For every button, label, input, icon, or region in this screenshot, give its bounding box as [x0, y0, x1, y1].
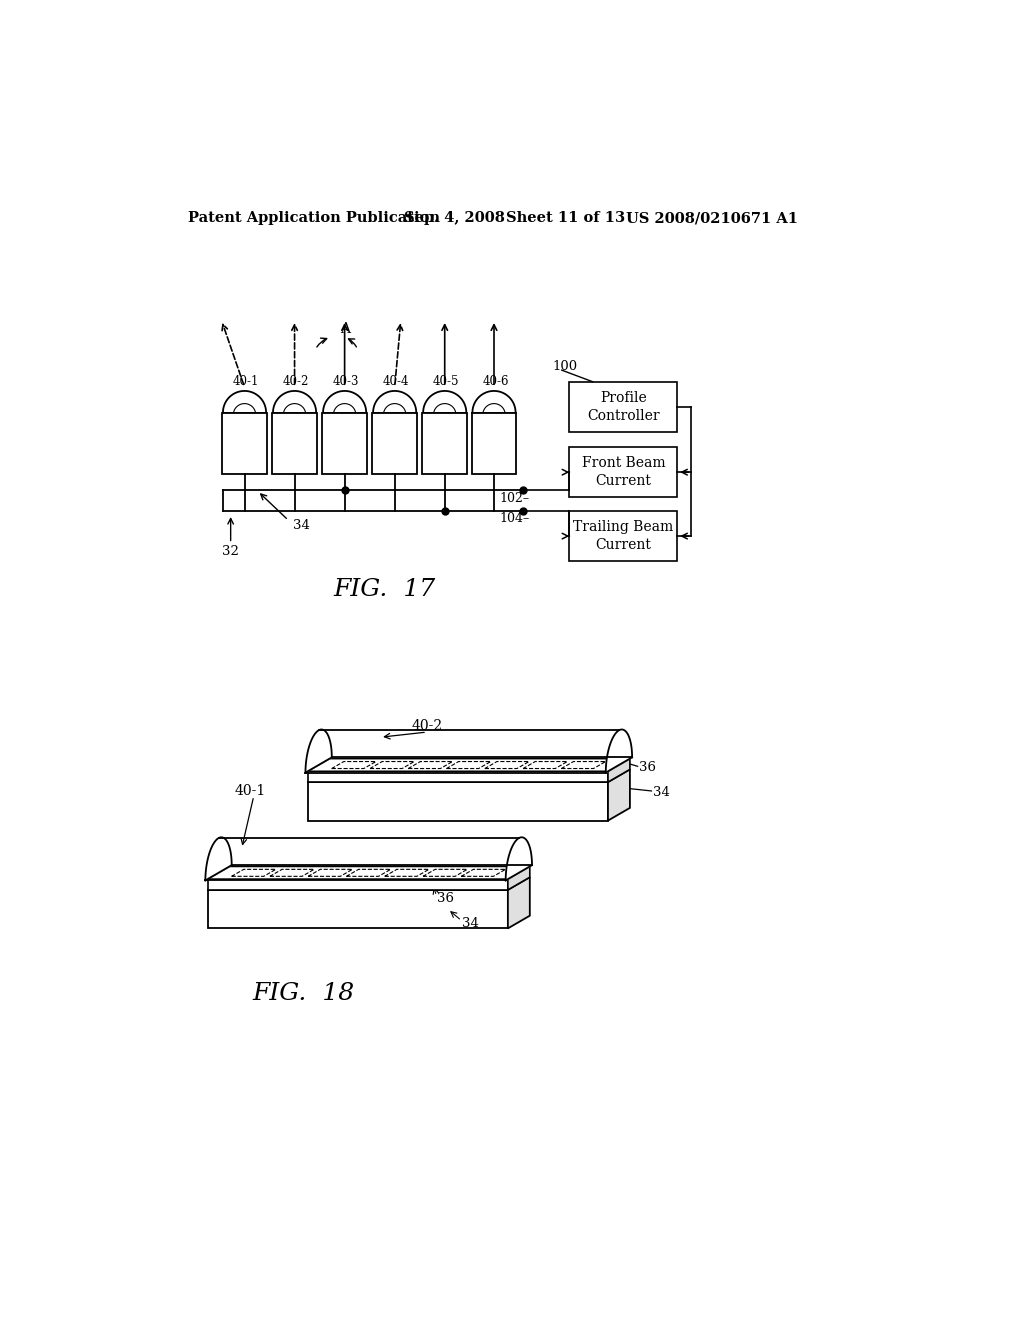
Text: 36: 36 [639, 762, 656, 775]
Text: 40-4: 40-4 [383, 375, 410, 388]
Text: 102–: 102– [500, 492, 529, 506]
Polygon shape [506, 837, 532, 880]
Polygon shape [307, 759, 630, 771]
Text: Trailing Beam
Current: Trailing Beam Current [573, 520, 674, 552]
Text: 34: 34 [653, 785, 670, 799]
Polygon shape [305, 730, 332, 772]
Text: Patent Application Publication: Patent Application Publication [188, 211, 440, 226]
Text: 40-2: 40-2 [283, 375, 309, 388]
Polygon shape [508, 878, 529, 928]
Text: A: A [340, 322, 349, 337]
Polygon shape [208, 878, 529, 890]
Text: FIG.  17: FIG. 17 [334, 578, 436, 601]
Text: 104–: 104– [499, 512, 529, 525]
Polygon shape [307, 770, 630, 781]
Text: 40-1: 40-1 [234, 784, 265, 799]
Text: FIG.  18: FIG. 18 [253, 982, 355, 1006]
Text: 40-2: 40-2 [412, 719, 442, 733]
Text: 34: 34 [293, 519, 310, 532]
Polygon shape [608, 770, 630, 821]
Text: 40-1: 40-1 [232, 375, 259, 388]
Polygon shape [208, 879, 508, 890]
Polygon shape [508, 866, 529, 890]
Polygon shape [606, 730, 632, 772]
Text: 36: 36 [436, 892, 454, 906]
Text: 34: 34 [462, 916, 478, 929]
Bar [569, 447, 677, 498]
Bar [373, 413, 417, 474]
Text: 40-5: 40-5 [433, 375, 460, 388]
Bar [569, 511, 677, 561]
Polygon shape [307, 771, 608, 781]
Text: 40-6: 40-6 [482, 375, 509, 388]
Text: US 2008/0210671 A1: US 2008/0210671 A1 [627, 211, 799, 226]
Bar [422, 413, 467, 474]
Text: Front Beam
Current: Front Beam Current [582, 455, 666, 488]
Bar [323, 413, 367, 474]
Text: 32: 32 [222, 545, 239, 557]
Text: Profile
Controller: Profile Controller [587, 391, 659, 422]
Polygon shape [608, 759, 630, 781]
Bar [472, 413, 516, 474]
Text: Sheet 11 of 13: Sheet 11 of 13 [506, 211, 626, 226]
Bar [569, 381, 677, 432]
Bar [272, 413, 316, 474]
Text: 100: 100 [553, 360, 578, 372]
Polygon shape [208, 890, 508, 928]
Polygon shape [206, 837, 231, 880]
Polygon shape [208, 866, 529, 879]
Text: Sep. 4, 2008: Sep. 4, 2008 [403, 211, 505, 226]
Bar [222, 413, 267, 474]
Text: 40-3: 40-3 [333, 375, 359, 388]
Polygon shape [307, 781, 608, 821]
